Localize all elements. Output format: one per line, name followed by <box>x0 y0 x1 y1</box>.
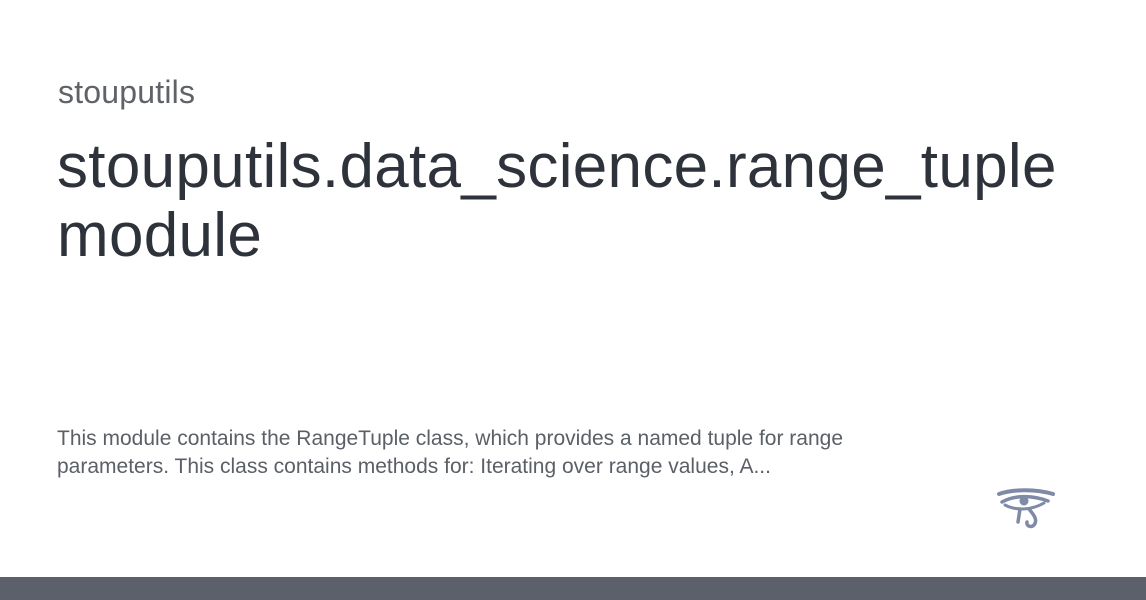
page-title-line-2: module <box>57 201 1117 270</box>
page-description: This module contains the RangeTuple clas… <box>57 425 957 481</box>
description-line-2: parameters. This class contains methods … <box>57 453 957 481</box>
site-name: stouputils <box>58 73 195 111</box>
description-line-1: This module contains the RangeTuple clas… <box>57 425 957 453</box>
eye-of-horus-icon <box>996 488 1056 532</box>
page-title-line-1: stouputils.data_science.range_tuple <box>57 132 1117 201</box>
page-title: stouputils.data_science.range_tuple modu… <box>57 132 1117 270</box>
preview-card: stouputils stouputils.data_science.range… <box>0 0 1146 577</box>
footer-bar <box>0 577 1146 600</box>
